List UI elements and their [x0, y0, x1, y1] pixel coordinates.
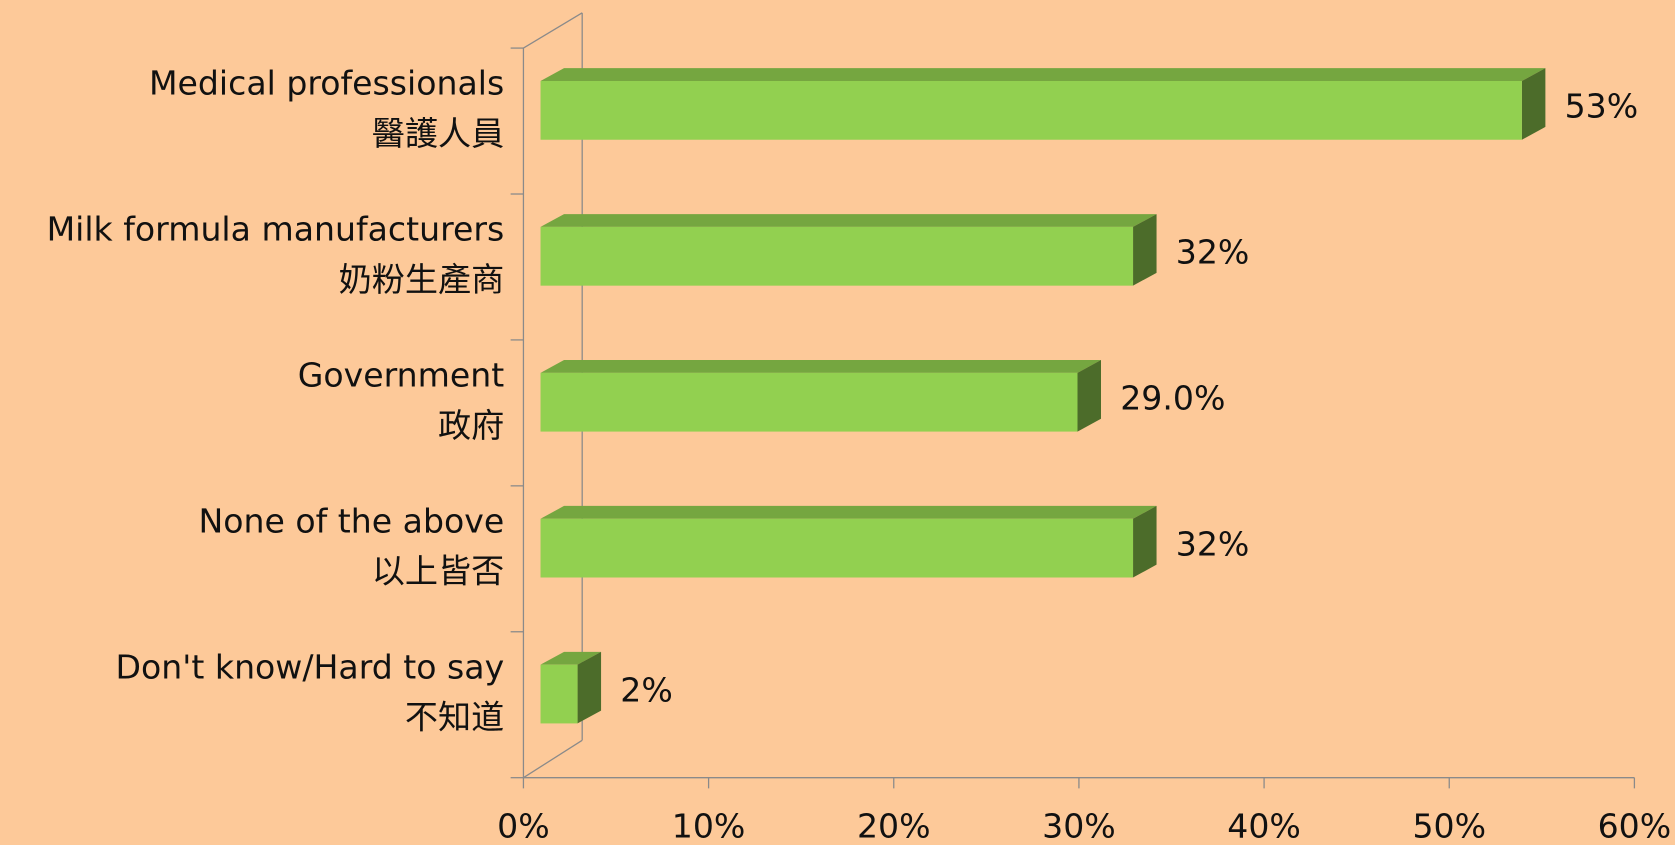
bar-top [540, 214, 1157, 227]
value-label: 53% [1565, 87, 1639, 126]
value-label: 32% [1176, 524, 1250, 563]
y-tick-label: Government [298, 356, 504, 395]
x-tick-label: 10% [672, 806, 746, 845]
value-label: 29.0% [1120, 379, 1225, 418]
bar [540, 80, 1522, 140]
bar-top [540, 505, 1157, 519]
x-tick-label: 30% [1042, 806, 1116, 845]
bar [540, 372, 1078, 432]
bar-top [540, 68, 1546, 81]
x-tick-label: 60% [1598, 806, 1672, 845]
y-tick-label: None of the above [198, 502, 504, 541]
x-tick-label: 20% [857, 806, 931, 845]
y-tick-label: Medical professionals [149, 64, 504, 103]
bar-side [577, 651, 602, 724]
bar-side [1133, 214, 1157, 286]
bar-side [1133, 505, 1157, 578]
bar [540, 226, 1134, 286]
x-tick-label: 50% [1412, 806, 1486, 845]
bar-side [1521, 68, 1546, 140]
floor-edge [523, 739, 583, 779]
bar-top [540, 651, 602, 665]
y-tick-label: 奶粉生產商 [339, 260, 505, 299]
value-label: 2% [620, 670, 673, 709]
bar [540, 664, 578, 724]
y-tick-label: 以上皆否 [372, 552, 504, 591]
bar [540, 518, 1134, 578]
y-tick-label: 政府 [438, 406, 504, 445]
value-label: 32% [1176, 233, 1250, 272]
x-tick-label: 0% [497, 806, 550, 845]
y-tick-label: 不知道 [405, 698, 504, 737]
back-wall-edge [523, 12, 583, 49]
y-tick-label: Milk formula manufacturers [47, 210, 505, 249]
bar-top [540, 360, 1101, 373]
x-tick-label: 40% [1227, 806, 1301, 845]
y-tick-label: 醫護人員 [372, 114, 504, 153]
y-tick-label: Don't know/Hard to say [116, 647, 505, 686]
bar-side [1077, 360, 1101, 432]
